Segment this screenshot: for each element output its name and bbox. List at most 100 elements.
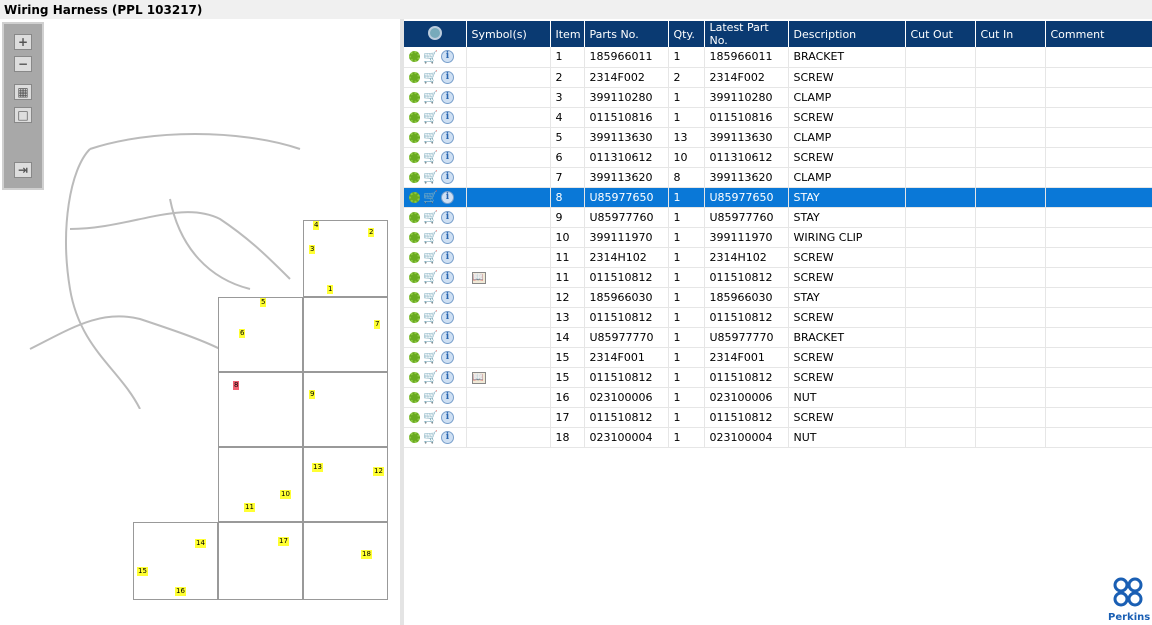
- info-icon[interactable]: i: [440, 190, 454, 204]
- info-icon[interactable]: i: [440, 410, 454, 424]
- table-row[interactable]: 🛒 i 13 011510812 1 011510812 SCREW: [404, 307, 1152, 328]
- cart-icon[interactable]: 🛒: [423, 170, 438, 184]
- search-column-header[interactable]: [404, 21, 467, 47]
- info-icon[interactable]: i: [440, 270, 454, 284]
- table-row[interactable]: 🛒 i 📖 15 011510812 1 011510812 SCREW: [404, 367, 1152, 388]
- info-icon[interactable]: i: [440, 370, 454, 384]
- book-icon[interactable]: 📖: [471, 372, 486, 384]
- export-button[interactable]: ⇥: [14, 162, 32, 178]
- table-row[interactable]: 🛒 i 17 011510812 1 011510812 SCREW: [404, 407, 1152, 428]
- callout-1[interactable]: 1: [327, 285, 334, 294]
- cart-icon[interactable]: 🛒: [423, 150, 438, 164]
- info-icon[interactable]: i: [440, 350, 454, 364]
- info-icon[interactable]: i: [440, 50, 454, 64]
- callout-8[interactable]: 8: [233, 381, 240, 390]
- callout-14[interactable]: 14: [195, 539, 206, 548]
- callout-5[interactable]: 5: [260, 298, 267, 307]
- table-row[interactable]: 🛒 i 10 399111970 1 399111970 WIRING CLIP: [404, 227, 1152, 248]
- callout-12[interactable]: 12: [373, 467, 384, 476]
- info-icon[interactable]: i: [440, 110, 454, 124]
- callout-13[interactable]: 13: [312, 463, 323, 472]
- cart-icon[interactable]: 🛒: [423, 290, 438, 304]
- cell-comment[interactable]: [1045, 327, 1152, 348]
- gear-icon[interactable]: [409, 171, 420, 183]
- info-icon[interactable]: i: [440, 390, 454, 404]
- cell-comment[interactable]: [1045, 407, 1152, 428]
- gear-icon[interactable]: [409, 371, 420, 383]
- cart-icon[interactable]: 🛒: [423, 130, 438, 144]
- table-row[interactable]: 🛒 i 16 023100006 1 023100006 NUT: [404, 387, 1152, 408]
- cart-icon[interactable]: 🛒: [423, 310, 438, 324]
- table-row[interactable]: 🛒 i 5 399113630 13 399113630 CLAMP: [404, 127, 1152, 148]
- column-header-cut-in[interactable]: Cut In: [975, 21, 1046, 47]
- info-icon[interactable]: i: [440, 230, 454, 244]
- cart-icon[interactable]: 🛒: [423, 430, 438, 444]
- cart-icon[interactable]: 🛒: [423, 70, 438, 84]
- cart-icon[interactable]: 🛒: [423, 270, 438, 284]
- fit-view-button[interactable]: ▦: [14, 84, 32, 100]
- callout-17[interactable]: 17: [278, 537, 289, 546]
- gear-icon[interactable]: [409, 191, 420, 203]
- cell-comment[interactable]: [1045, 267, 1152, 288]
- cart-icon[interactable]: 🛒: [423, 250, 438, 264]
- table-row[interactable]: 🛒 i 9 U85977760 1 U85977760 STAY: [404, 207, 1152, 228]
- gear-icon[interactable]: [409, 111, 420, 123]
- info-icon[interactable]: i: [440, 250, 454, 264]
- cell-comment[interactable]: [1045, 207, 1152, 228]
- cart-icon[interactable]: 🛒: [423, 90, 438, 104]
- cell-comment[interactable]: [1045, 147, 1152, 168]
- zoom-out-button[interactable]: −: [14, 56, 32, 72]
- cart-icon[interactable]: 🛒: [423, 190, 438, 204]
- gear-icon[interactable]: [409, 51, 420, 63]
- cell-comment[interactable]: [1045, 167, 1152, 188]
- cell-comment[interactable]: [1045, 107, 1152, 128]
- column-header-item[interactable]: Item: [550, 21, 585, 47]
- gear-icon[interactable]: [409, 131, 420, 143]
- gear-icon[interactable]: [409, 391, 420, 403]
- table-row[interactable]: 🛒 i 8 U85977650 1 U85977650 STAY: [404, 187, 1152, 208]
- table-row[interactable]: 🛒 i 3 399110280 1 399110280 CLAMP: [404, 87, 1152, 108]
- table-row[interactable]: 🛒 i 12 185966030 1 185966030 STAY: [404, 287, 1152, 308]
- gear-icon[interactable]: [409, 211, 420, 223]
- cell-comment[interactable]: [1045, 47, 1152, 68]
- gear-icon[interactable]: [409, 431, 420, 443]
- callout-3[interactable]: 3: [309, 245, 316, 254]
- info-icon[interactable]: i: [440, 430, 454, 444]
- gear-icon[interactable]: [409, 91, 420, 103]
- column-header-parts-no[interactable]: Parts No.: [584, 21, 669, 47]
- table-row[interactable]: 🛒 i 14 U85977770 1 U85977770 BRACKET: [404, 327, 1152, 348]
- table-row[interactable]: 🛒 i 11 2314H102 1 2314H102 SCREW: [404, 247, 1152, 268]
- cell-comment[interactable]: [1045, 187, 1152, 208]
- column-header-cut-out[interactable]: Cut Out: [905, 21, 976, 47]
- table-row[interactable]: 🛒 i 7 399113620 8 399113620 CLAMP: [404, 167, 1152, 188]
- cell-comment[interactable]: [1045, 287, 1152, 308]
- cart-icon[interactable]: 🛒: [423, 410, 438, 424]
- gear-icon[interactable]: [409, 331, 420, 343]
- callout-7[interactable]: 7: [374, 320, 381, 329]
- zoom-in-button[interactable]: +: [14, 34, 32, 50]
- callout-9[interactable]: 9: [309, 390, 316, 399]
- gear-icon[interactable]: [409, 351, 420, 363]
- gear-icon[interactable]: [409, 411, 420, 423]
- cart-icon[interactable]: 🛒: [423, 350, 438, 364]
- info-icon[interactable]: i: [440, 130, 454, 144]
- callout-15[interactable]: 15: [137, 567, 148, 576]
- cell-comment[interactable]: [1045, 427, 1152, 448]
- gear-icon[interactable]: [409, 71, 420, 83]
- callout-18[interactable]: 18: [361, 550, 372, 559]
- info-icon[interactable]: i: [440, 90, 454, 104]
- actual-size-button[interactable]: □: [14, 107, 32, 123]
- gear-icon[interactable]: [409, 291, 420, 303]
- table-row[interactable]: 🛒 i 15 2314F001 1 2314F001 SCREW: [404, 347, 1152, 368]
- info-icon[interactable]: i: [440, 310, 454, 324]
- diagram-panel[interactable]: 1 2 3 4 5 6 7 8 9 10 11 12 13 14 15 16 1…: [0, 19, 400, 625]
- column-header-comment[interactable]: Comment: [1045, 21, 1152, 47]
- cart-icon[interactable]: 🛒: [423, 49, 438, 64]
- table-row[interactable]: 🛒 i 1 185966011 1 185966011 BRACKET: [404, 47, 1152, 68]
- cart-icon[interactable]: 🛒: [423, 330, 438, 344]
- gear-icon[interactable]: [409, 231, 420, 243]
- cell-comment[interactable]: [1045, 87, 1152, 108]
- cell-comment[interactable]: [1045, 347, 1152, 368]
- cart-icon[interactable]: 🛒: [423, 210, 438, 224]
- gear-icon[interactable]: [409, 311, 420, 323]
